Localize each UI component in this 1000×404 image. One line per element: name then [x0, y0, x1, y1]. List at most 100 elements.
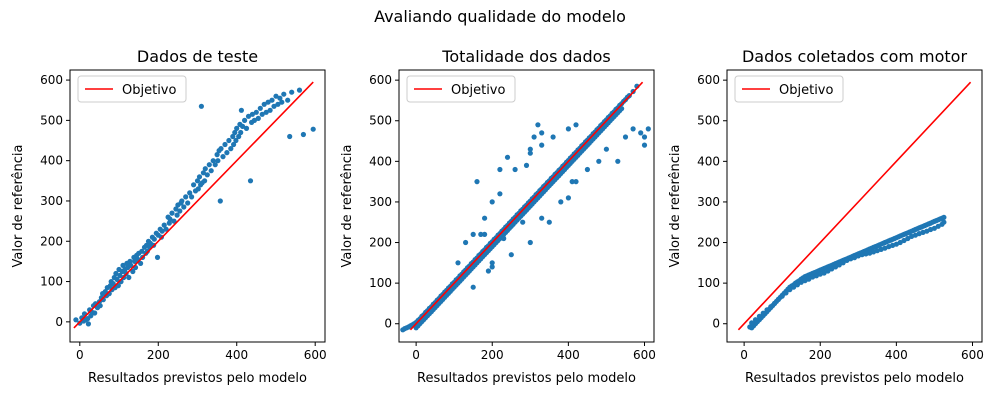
data-point [174, 212, 180, 218]
data-point [245, 113, 252, 119]
data-point [829, 266, 835, 272]
x-tick-label: 400 [885, 348, 908, 362]
data-point [198, 103, 204, 109]
data-point [194, 178, 201, 184]
legend-label: Objetivo [779, 83, 833, 98]
data-point [151, 236, 157, 242]
data-point [217, 198, 223, 204]
data-point [114, 276, 120, 283]
data-point [230, 133, 236, 140]
data-point [752, 317, 759, 323]
data-point [527, 146, 533, 152]
data-point [565, 195, 572, 201]
chart-title: Totalidade dos dados [441, 47, 610, 66]
y-tick-label: 0 [55, 315, 63, 329]
data-point [470, 231, 476, 237]
data-point [218, 146, 224, 152]
data-point [261, 101, 267, 107]
data-point [191, 182, 197, 188]
data-point [259, 111, 265, 117]
data-point [238, 129, 244, 136]
x-tick-label: 200 [147, 348, 170, 362]
data-point [550, 134, 556, 140]
data-point [787, 287, 793, 293]
data-point [300, 131, 306, 138]
data-point [569, 179, 575, 185]
data-point [619, 106, 625, 112]
data-point [941, 214, 947, 220]
data-point [485, 268, 491, 274]
data-point [138, 260, 144, 266]
data-point [208, 168, 214, 174]
data-point [531, 134, 537, 140]
y-tick-label: 300 [369, 195, 392, 209]
legend-box [734, 75, 844, 103]
data-point [760, 310, 766, 316]
data-point [154, 254, 161, 260]
data-point [489, 199, 495, 205]
data-point [238, 107, 244, 113]
scatter-points [747, 214, 947, 331]
chart-panel-1: Dados de teste 0 200 400 600 0 100 200 300 400 500… [11, 47, 327, 386]
data-point [226, 137, 232, 144]
data-point [224, 150, 230, 156]
data-point [527, 150, 533, 156]
data-point [489, 260, 495, 266]
data-point [749, 320, 755, 326]
data-point [523, 162, 530, 168]
data-point [173, 206, 179, 212]
data-point [310, 126, 316, 132]
data-point [204, 172, 210, 178]
y-tick-label: 100 [697, 276, 720, 290]
legend-box [77, 75, 187, 103]
data-point [181, 204, 187, 210]
data-point [779, 293, 785, 299]
data-point [110, 281, 116, 287]
data-point [810, 274, 816, 280]
data-point [159, 228, 165, 234]
data-point [220, 154, 226, 160]
data-point [120, 262, 126, 268]
y-tick-label: 200 [369, 236, 392, 250]
data-point [615, 158, 621, 164]
data-point [497, 166, 503, 173]
data-point [127, 258, 133, 264]
data-point [285, 97, 291, 103]
data-point [546, 219, 552, 225]
data-point [247, 178, 254, 184]
data-point [139, 248, 145, 254]
data-point [187, 190, 193, 196]
data-point [195, 186, 201, 192]
y-tick-label: 500 [40, 113, 63, 127]
y-tick-label: 300 [40, 194, 63, 208]
axes-frame [398, 69, 655, 343]
data-point [596, 158, 602, 164]
legend-label: Objetivo [451, 83, 505, 98]
y-tick-label: 400 [40, 154, 63, 168]
y-tick-label: 500 [369, 114, 392, 128]
legend: Objetivo [406, 75, 516, 103]
y-axis-label: Valor de referência [11, 145, 26, 268]
data-point [85, 321, 91, 327]
data-point [202, 178, 208, 184]
data-point [102, 289, 108, 295]
data-point [185, 200, 191, 206]
data-point [821, 270, 827, 276]
x-tick-label: 400 [557, 348, 580, 362]
chart-panel-2: Totalidade dos dados 0 200 400 600 0 100 200 300… [340, 47, 656, 386]
data-point [603, 146, 610, 152]
chart-title: Dados coletados com motor [742, 47, 968, 66]
data-point [77, 320, 83, 326]
data-point [909, 233, 915, 239]
data-point [236, 133, 242, 140]
data-point [189, 194, 195, 200]
data-point [249, 111, 255, 117]
data-point [265, 99, 271, 105]
data-point [287, 133, 293, 140]
data-point [267, 107, 273, 113]
data-point [126, 274, 132, 281]
data-point [508, 252, 514, 258]
data-point [196, 174, 203, 180]
objective-line [409, 81, 644, 331]
axes-frame [726, 69, 983, 343]
